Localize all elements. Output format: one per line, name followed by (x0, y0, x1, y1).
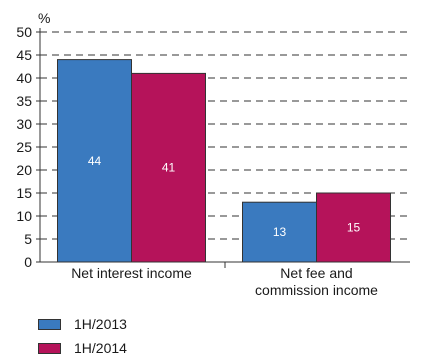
legend-swatch (38, 342, 61, 354)
x-category-label: commission income (255, 282, 378, 298)
y-axis-unit: % (38, 10, 50, 26)
bar-data-label: 13 (273, 225, 287, 239)
y-tick-label: 20 (16, 162, 32, 178)
y-tick-label: 45 (16, 47, 32, 63)
y-tick-label: 30 (16, 116, 32, 132)
legend-item: 1H/2014 (38, 336, 127, 360)
axes (36, 28, 410, 268)
bar-data-label: 15 (347, 221, 361, 235)
y-tick-label: 5 (24, 231, 32, 247)
labels: 0 5 10 15 20 25 30 35 40 45 50% 44 41 13 15 Net interes… (16, 10, 378, 298)
y-tick-label: 15 (16, 185, 32, 201)
y-tick-label: 40 (16, 70, 32, 86)
legend: 1H/2013 1H/2014 (38, 312, 127, 360)
legend-item: 1H/2013 (38, 312, 127, 336)
y-tick-label: 25 (16, 139, 32, 155)
bar (131, 72, 206, 263)
bars (57, 59, 391, 263)
x-category-label: Net interest income (71, 265, 192, 281)
legend-swatch (38, 318, 61, 330)
bar (242, 201, 317, 263)
y-tick-label: 50 (16, 24, 32, 40)
legend-label: 1H/2014 (74, 340, 127, 356)
y-tick-label: 35 (16, 93, 32, 109)
x-category-label: Net fee and (280, 265, 352, 281)
y-tick-label: 10 (16, 208, 32, 224)
y-tick-label: 0 (24, 254, 32, 270)
bar-chart: 0 5 10 15 20 25 30 35 40 45 50% 44 41 13 15 Net interes… (16, 10, 410, 298)
bar-data-label: 41 (162, 161, 176, 175)
bar-data-label: 44 (88, 154, 102, 168)
legend-label: 1H/2013 (74, 316, 127, 332)
bar (316, 192, 391, 263)
